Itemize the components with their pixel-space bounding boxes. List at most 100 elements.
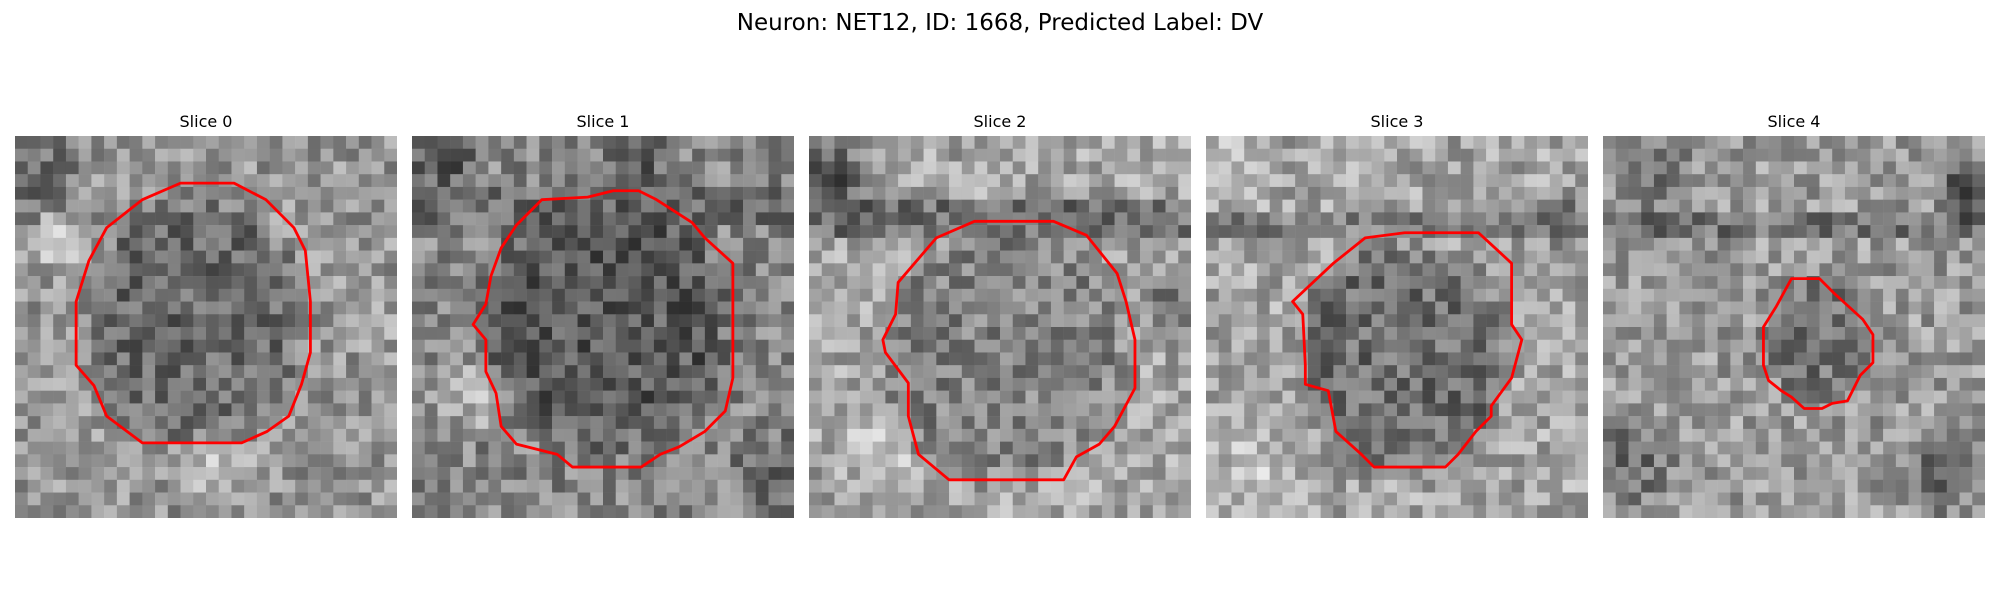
- pixel-cell: [1152, 454, 1166, 468]
- pixel-cell: [450, 136, 464, 149]
- pixel-cell: [412, 416, 425, 430]
- pixel-cell: [743, 467, 757, 481]
- pixel-cell: [282, 505, 296, 518]
- pixel-cell: [1435, 505, 1449, 518]
- pixel-cell: [488, 339, 502, 353]
- pixel-cell: [1140, 403, 1154, 417]
- pixel-cell: [1934, 505, 1948, 518]
- pixel-cell: [450, 339, 464, 353]
- pixel-cell: [1857, 454, 1871, 468]
- pixel-cell: [1806, 186, 1820, 200]
- pixel-cell: [1114, 352, 1128, 366]
- pixel-cell: [1269, 454, 1283, 468]
- pixel-cell: [1498, 148, 1512, 162]
- pixel-cell: [475, 237, 489, 251]
- pixel-cell: [104, 416, 118, 430]
- pixel-cell: [1089, 148, 1103, 162]
- pixel-cell: [1959, 161, 1973, 175]
- pixel-cell: [885, 237, 899, 251]
- pixel-cell: [704, 390, 718, 404]
- pixel-cell: [256, 365, 270, 379]
- pixel-cell: [269, 263, 283, 277]
- pixel-cell: [1768, 327, 1782, 340]
- pixel-cell: [116, 186, 130, 200]
- pixel-cell: [437, 250, 451, 264]
- slice-panel-2: Slice 2: [809, 112, 1191, 518]
- pixel-cell: [885, 263, 899, 277]
- pixel-cell: [936, 454, 950, 468]
- pixel-cell: [1628, 479, 1642, 493]
- pixel-cell: [1972, 301, 1985, 315]
- pixel-cell: [1397, 199, 1410, 213]
- pixel-cell: [475, 148, 489, 162]
- pixel-cell: [1384, 428, 1398, 442]
- pixel-cell: [1549, 212, 1563, 226]
- pixel-cell: [1972, 148, 1985, 162]
- pixel-cell: [653, 174, 667, 188]
- pixel-cell: [730, 441, 744, 455]
- pixel-cell: [1000, 352, 1013, 366]
- pixel-cell: [1256, 250, 1270, 264]
- pixel-cell: [692, 263, 706, 277]
- pixel-cell: [768, 250, 782, 264]
- pixel-cell: [1857, 301, 1871, 315]
- pixel-cell: [704, 327, 718, 340]
- pixel-cell: [730, 199, 744, 213]
- pixel-cell: [1165, 314, 1179, 328]
- pixel-cell: [603, 148, 616, 162]
- pixel-cell: [1537, 377, 1551, 391]
- pixel-cell: [1409, 492, 1423, 506]
- pixel-cell: [15, 250, 28, 264]
- pixel-cell: [1282, 314, 1296, 328]
- pixel-cell: [15, 225, 28, 239]
- pixel-cell: [1498, 365, 1512, 379]
- pixel-cell: [1269, 199, 1283, 213]
- pixel-cell: [1038, 199, 1052, 213]
- pixel-cell: [282, 276, 296, 290]
- pixel-cell: [1178, 250, 1191, 264]
- pixel-cell: [1666, 467, 1680, 481]
- pixel-cell: [1524, 377, 1538, 391]
- pixel-cell: [371, 454, 385, 468]
- pixel-cell: [1409, 327, 1423, 340]
- pixel-cell: [15, 314, 28, 328]
- pixel-cell: [1959, 276, 1973, 290]
- pixel-cell: [1666, 314, 1680, 328]
- pixel-cell: [936, 492, 950, 506]
- pixel-cell: [1692, 136, 1706, 149]
- pixel-cell: [320, 148, 334, 162]
- pixel-cell: [167, 237, 181, 251]
- pixel-cell: [1101, 186, 1115, 200]
- pixel-cell: [834, 237, 848, 251]
- pixel-cell: [1409, 416, 1423, 430]
- pixel-cell: [104, 339, 118, 353]
- pixel-cell: [1269, 416, 1283, 430]
- pixel-cell: [1781, 492, 1795, 506]
- pixel-cell: [333, 199, 347, 213]
- pixel-cell: [1218, 136, 1232, 149]
- pixel-cell: [1704, 505, 1718, 518]
- pixel-cell: [1857, 467, 1871, 481]
- pixel-cell: [809, 263, 822, 277]
- pixel-cell: [1692, 276, 1706, 290]
- pixel-cell: [768, 161, 782, 175]
- pixel-cell: [1641, 352, 1655, 366]
- pixel-cell: [1653, 161, 1667, 175]
- pixel-cell: [104, 276, 118, 290]
- pixel-cell: [104, 199, 118, 213]
- pixel-cell: [1921, 467, 1935, 481]
- pixel-cell: [27, 454, 41, 468]
- pixel-cell: [450, 441, 464, 455]
- pixel-cell: [1946, 148, 1960, 162]
- pixel-cell: [475, 136, 489, 149]
- pixel-cell: [475, 225, 489, 239]
- pixel-cell: [704, 492, 718, 506]
- pixel-cell: [1333, 301, 1347, 315]
- pixel-cell: [1089, 250, 1103, 264]
- pixel-cell: [717, 377, 731, 391]
- pixel-cell: [872, 263, 886, 277]
- pixel-cell: [961, 276, 975, 290]
- pixel-cell: [1460, 301, 1474, 315]
- pixel-cell: [1333, 136, 1347, 149]
- pixel-cell: [1819, 454, 1833, 468]
